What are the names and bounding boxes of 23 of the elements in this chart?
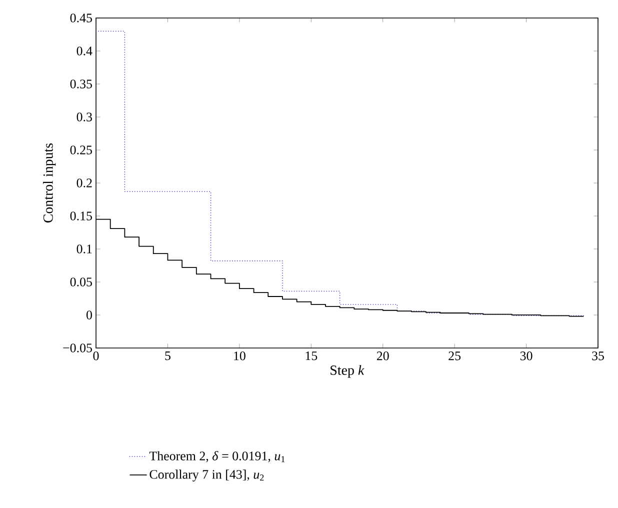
x-tick-label: 25 (448, 352, 461, 360)
x-tick-label: 30 (520, 352, 532, 360)
y-tick-label: −0.05 (63, 344, 92, 352)
legend-label: Corollary 7 in [43], u$_{2}$ (150, 470, 264, 482)
x-tick-label: 5 (165, 352, 170, 360)
legend-label: Theorem 2, δ = 0.0191, u$_{1}$ (149, 451, 285, 462)
y-tick-label: 0.15 (70, 212, 92, 220)
y-tick-label: 0.35 (70, 80, 92, 88)
x-tick-label: 15 (306, 352, 318, 360)
x-tick-label: 35 (592, 352, 604, 360)
y-tick-label: 0.25 (70, 146, 92, 154)
x-axis-title: Step k (330, 365, 364, 378)
y-tick-label: 0.05 (70, 278, 92, 286)
y-tick-label: 0.2 (76, 178, 92, 188)
y-tick-label: 0.3 (76, 112, 92, 122)
y-tick-label: 0 (86, 310, 92, 320)
x-tick-label: 20 (376, 352, 389, 360)
x-tick-label: 10 (234, 352, 246, 360)
y-tick-label: 0.4 (76, 46, 92, 56)
y-axis-title: Control inputs (43, 143, 56, 223)
y-tick-label: 0.45 (70, 14, 92, 22)
x-tick-label: 0 (93, 352, 99, 360)
y-tick-label: 0.1 (76, 244, 92, 254)
